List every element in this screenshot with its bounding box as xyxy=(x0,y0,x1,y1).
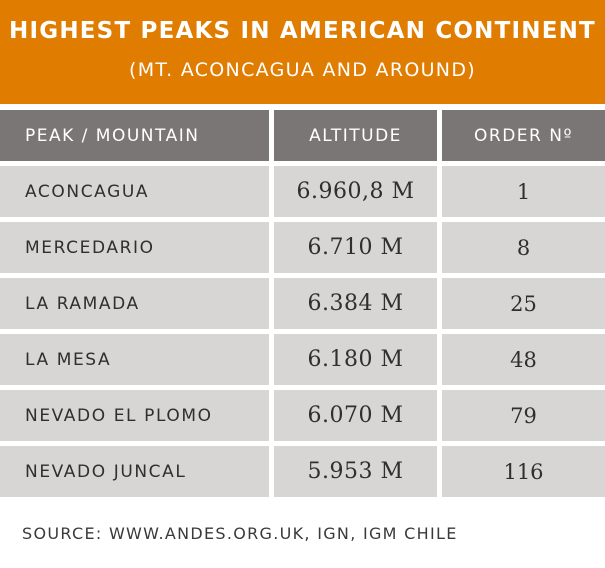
title-banner: HIGHEST PEAKS IN AMERICAN CONTINENT (MT.… xyxy=(0,0,605,104)
table-row: ACONCAGUA 6.960,8 M 1 xyxy=(0,166,605,217)
peak-name-cell: NEVADO EL PLOMO xyxy=(0,390,269,441)
column-header-order: ORDER Nº xyxy=(442,110,605,161)
order-cell: 25 xyxy=(442,278,605,329)
peaks-table: PEAK / MOUNTAIN ALTITUDE ORDER Nº ACONCA… xyxy=(0,110,605,502)
altitude-cell: 6.384 M xyxy=(274,278,437,329)
page-title: HIGHEST PEAKS IN AMERICAN CONTINENT xyxy=(9,18,596,44)
table-row: NEVADO JUNCAL 5.953 M 116 xyxy=(0,446,605,497)
column-header-altitude: ALTITUDE xyxy=(274,110,437,161)
table-row: NEVADO EL PLOMO 6.070 M 79 xyxy=(0,390,605,441)
altitude-cell: 6.710 M xyxy=(274,222,437,273)
peak-name-cell: ACONCAGUA xyxy=(0,166,269,217)
peak-name-cell: NEVADO JUNCAL xyxy=(0,446,269,497)
table-row: LA RAMADA 6.384 M 25 xyxy=(0,278,605,329)
page-subtitle: (MT. ACONCAGUA AND AROUND) xyxy=(129,59,476,81)
altitude-cell: 5.953 M xyxy=(274,446,437,497)
altitude-cell: 6.070 M xyxy=(274,390,437,441)
order-cell: 8 xyxy=(442,222,605,273)
peak-name-cell: LA RAMADA xyxy=(0,278,269,329)
altitude-cell: 6.180 M xyxy=(274,334,437,385)
peak-name-cell: LA MESA xyxy=(0,334,269,385)
order-cell: 1 xyxy=(442,166,605,217)
altitude-cell: 6.960,8 M xyxy=(274,166,437,217)
order-cell: 79 xyxy=(442,390,605,441)
order-cell: 116 xyxy=(442,446,605,497)
column-header-peak: PEAK / MOUNTAIN xyxy=(0,110,269,161)
table-header-row: PEAK / MOUNTAIN ALTITUDE ORDER Nº xyxy=(0,110,605,161)
peak-name-cell: MERCEDARIO xyxy=(0,222,269,273)
source-note: SOURCE: WWW.ANDES.ORG.UK, IGN, IGM CHILE xyxy=(22,524,458,543)
table-row: MERCEDARIO 6.710 M 8 xyxy=(0,222,605,273)
table-row: LA MESA 6.180 M 48 xyxy=(0,334,605,385)
order-cell: 48 xyxy=(442,334,605,385)
